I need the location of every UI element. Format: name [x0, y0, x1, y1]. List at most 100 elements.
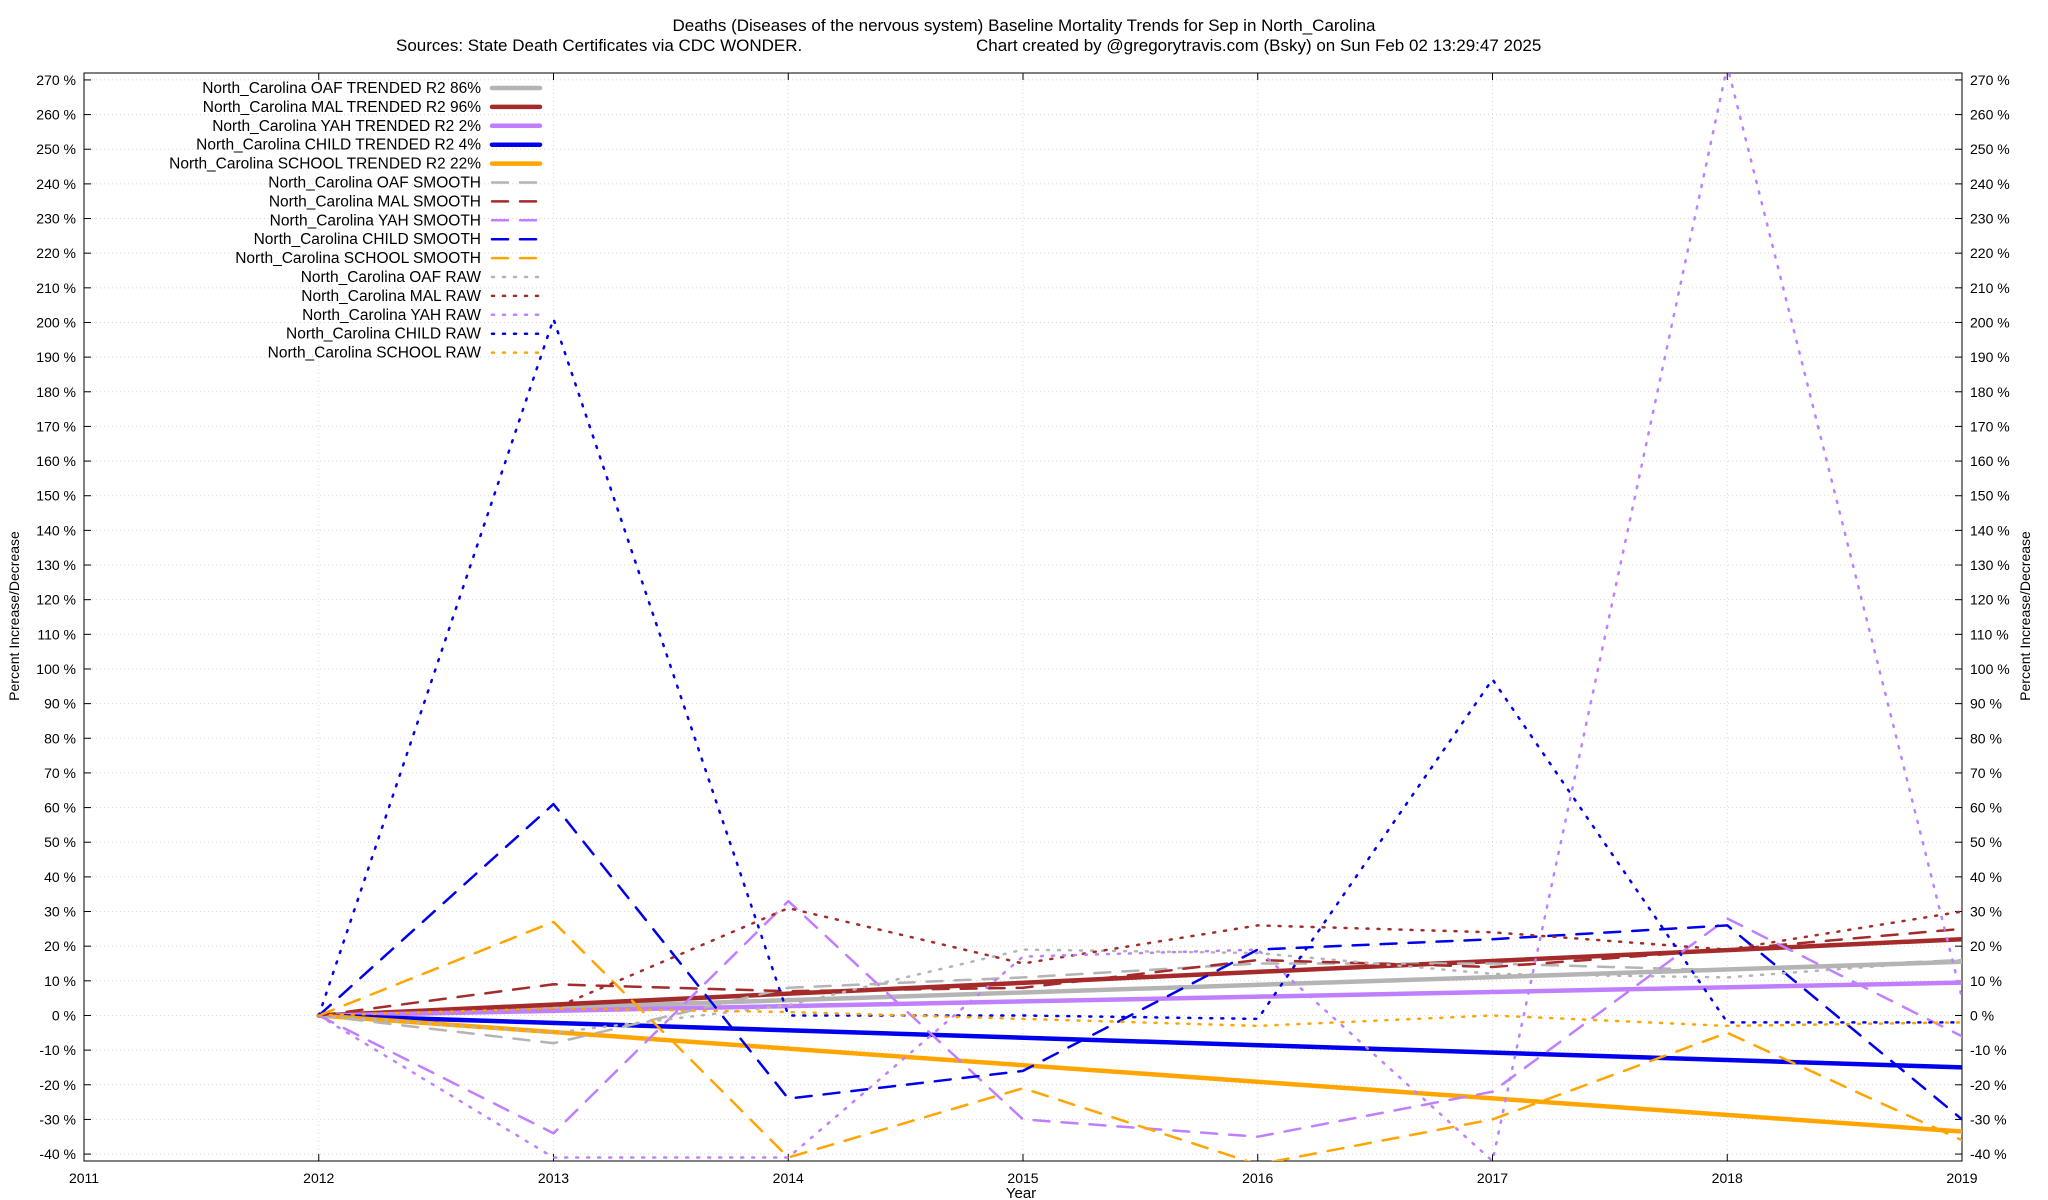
y-tick-label-left: 50 %: [44, 834, 76, 850]
y-tick-label-left: -40 %: [39, 1146, 76, 1162]
legend-label: North_Carolina SCHOOL SMOOTH: [235, 250, 481, 267]
legend-label: North_Carolina CHILD TRENDED R2 4%: [196, 137, 481, 154]
series-layer: [316, 73, 1962, 1161]
series-line-8: [317, 802, 1962, 1121]
y-tick-label-right: 210 %: [1970, 280, 2010, 296]
legend-label: North_Carolina YAH RAW: [302, 307, 481, 324]
y-tick-label-right: 190 %: [1970, 349, 2010, 365]
y-tick-label-left: 190 %: [36, 349, 76, 365]
y-tick-label-right: 240 %: [1970, 176, 2010, 192]
grid: [83, 73, 1963, 1161]
series-line-3: [316, 1013, 1962, 1070]
legend-label: North_Carolina OAF RAW: [301, 269, 482, 286]
y-tick-label-left: 200 %: [36, 314, 76, 330]
legend-label: North_Carolina MAL TRENDED R2 96%: [203, 99, 481, 116]
y-tick-label-left: 60 %: [44, 800, 76, 816]
y-tick-label-right: 180 %: [1970, 384, 2010, 400]
legend-label: North_Carolina YAH SMOOTH: [270, 212, 481, 229]
y-tick-label-right: -40 %: [1970, 1146, 2007, 1162]
y-tick-label-left: 240 %: [36, 176, 76, 192]
y-tick-label-right: 40 %: [1970, 869, 2002, 885]
y-tick-label-left: 260 %: [36, 107, 76, 123]
y-tick-label-right: 170 %: [1970, 418, 2010, 434]
y-tick-label-right: 230 %: [1970, 211, 2010, 227]
y-tick-label-left: 270 %: [36, 72, 76, 88]
y-tick-label-left: 90 %: [44, 696, 76, 712]
y-tick-label-right: -20 %: [1970, 1077, 2007, 1093]
y-tick-label-right: 90 %: [1970, 696, 2002, 712]
legend-label: North_Carolina YAH TRENDED R2 2%: [212, 118, 481, 135]
y-tick-label-right: 0 %: [1970, 1007, 1994, 1023]
y-tick-label-left: 180 %: [36, 384, 76, 400]
y-tick-label-left: 120 %: [36, 592, 76, 608]
legend-label: North_Carolina OAF SMOOTH: [268, 175, 481, 192]
y-tick-label-left: 150 %: [36, 488, 76, 504]
legend-label: North_Carolina MAL SMOOTH: [269, 193, 481, 210]
series-line-0: [316, 959, 1962, 1018]
x-axis-label: Year: [1006, 1185, 1036, 1200]
legend-label: North_Carolina SCHOOL RAW: [268, 345, 482, 362]
y-tick-label-left: -20 %: [39, 1077, 76, 1093]
y-tick-label-left: 210 %: [36, 280, 76, 296]
y-tick-label-right: 120 %: [1970, 592, 2010, 608]
y-tick-label-right: 260 %: [1970, 107, 2010, 123]
y-tick-label-left: 160 %: [36, 453, 76, 469]
y-tick-label-right: 220 %: [1970, 245, 2010, 261]
y-tick-label-left: 100 %: [36, 661, 76, 677]
x-tick-label: 2018: [1712, 1170, 1743, 1186]
y-tick-label-right: 20 %: [1970, 938, 2002, 954]
y-tick-label-right: 80 %: [1970, 730, 2002, 746]
chart-subtitle-right: Chart created by @gregorytravis.com (Bsk…: [976, 36, 1541, 55]
legend-label: North_Carolina MAL RAW: [301, 288, 481, 305]
x-tick-label: 2013: [538, 1170, 569, 1186]
series-line-13: [317, 317, 1962, 1024]
x-tick-label: 2016: [1242, 1170, 1273, 1186]
axes: -40 % -40 % -30 % -30 % -20 % -20 % -10 % -10 %…: [36, 72, 2009, 1186]
series-line-12: [317, 73, 1962, 1161]
series-line-6: [317, 927, 1962, 1017]
y-tick-label-right: 270 %: [1970, 72, 2010, 88]
x-tick-label: 2012: [303, 1170, 334, 1186]
x-tick-label: 2011: [69, 1170, 99, 1186]
series-line-9: [317, 920, 1962, 1161]
y-tick-label-left: 250 %: [36, 141, 76, 157]
y-axis-label-right: Percent Increase/Decrease: [2017, 531, 2033, 701]
series-line-10: [317, 948, 1962, 1035]
legend-label: North_Carolina CHILD SMOOTH: [254, 231, 481, 248]
y-tick-label-left: 0 %: [52, 1007, 76, 1023]
x-tick-label: 2017: [1477, 1170, 1508, 1186]
y-tick-label-left: 230 %: [36, 211, 76, 227]
y-tick-label-right: 250 %: [1970, 141, 2010, 157]
legend-label: North_Carolina SCHOOL TRENDED R2 22%: [169, 156, 481, 173]
y-tick-label-right: 10 %: [1970, 973, 2002, 989]
legend-label: North_Carolina OAF TRENDED R2 86%: [202, 80, 481, 97]
x-tick-label: 2015: [1007, 1170, 1038, 1186]
y-tick-label-right: 200 %: [1970, 314, 2010, 330]
legend: North_Carolina OAF TRENDED R2 86% North_C…: [169, 80, 543, 362]
series-line-4: [316, 1013, 1962, 1134]
y-axis-label-left: Percent Increase/Decrease: [6, 531, 22, 701]
y-tick-label-right: 100 %: [1970, 661, 2010, 677]
y-tick-label-right: 70 %: [1970, 765, 2002, 781]
x-tick-label: 2019: [1946, 1170, 1977, 1186]
y-tick-label-left: -10 %: [39, 1042, 76, 1058]
series-line-7: [317, 899, 1962, 1138]
y-tick-label-left: 170 %: [36, 418, 76, 434]
y-tick-label-right: -10 %: [1970, 1042, 2007, 1058]
y-tick-label-left: 20 %: [44, 938, 76, 954]
y-tick-label-left: 70 %: [44, 765, 76, 781]
y-tick-label-right: 50 %: [1970, 834, 2002, 850]
y-tick-label-right: -30 %: [1970, 1111, 2007, 1127]
y-tick-label-right: 130 %: [1970, 557, 2010, 573]
y-tick-label-left: 10 %: [44, 973, 76, 989]
chart-title: Deaths (Diseases of the nervous system) …: [673, 16, 1377, 35]
y-tick-label-left: 40 %: [44, 869, 76, 885]
y-tick-label-left: 130 %: [36, 557, 76, 573]
y-tick-label-left: -30 %: [39, 1111, 76, 1127]
series-line-2: [316, 980, 1962, 1018]
y-tick-label-right: 30 %: [1970, 904, 2002, 920]
legend-label: North_Carolina CHILD RAW: [286, 326, 481, 343]
y-tick-label-right: 60 %: [1970, 800, 2002, 816]
series-line-5: [317, 958, 1962, 1045]
